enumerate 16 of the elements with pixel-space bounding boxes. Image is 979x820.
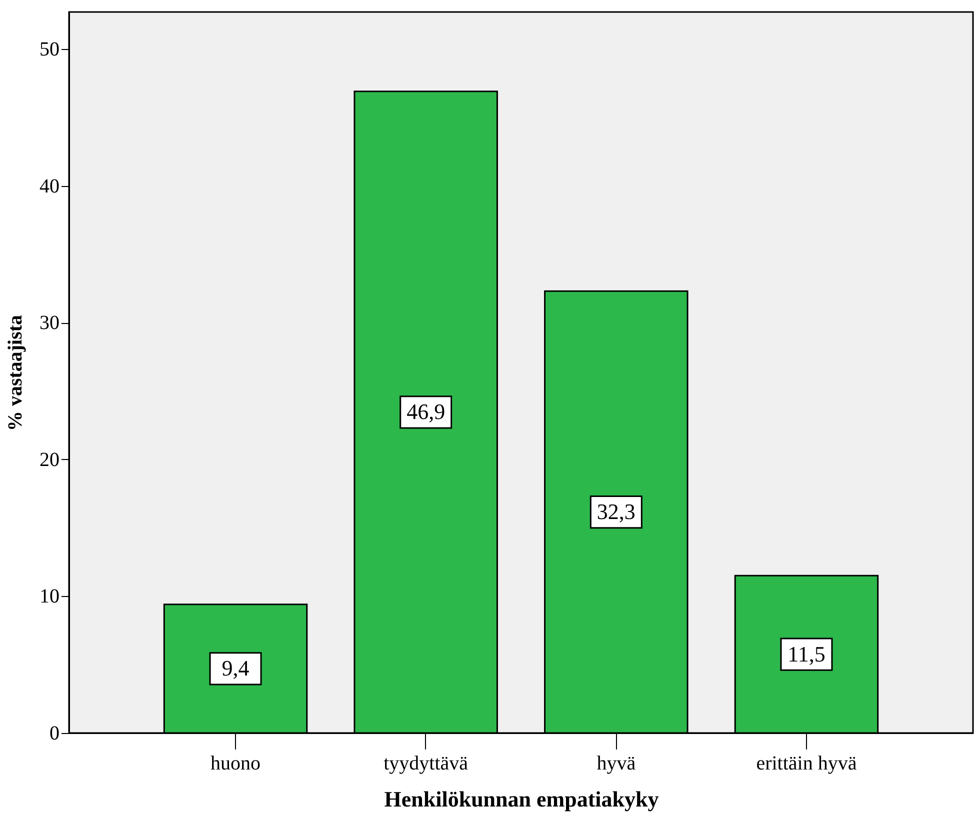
y-tick-label: 50: [40, 38, 60, 60]
data-label: 9,4: [222, 656, 250, 681]
data-label: 11,5: [788, 641, 826, 666]
y-tick-label: 20: [40, 448, 60, 471]
y-axis-title: % vastaajista: [4, 314, 26, 432]
y-tick-label: 0: [50, 722, 60, 744]
y-tick-label: 30: [40, 312, 60, 334]
y-tick-label: 40: [40, 175, 60, 198]
y-tick-label: 10: [40, 586, 60, 608]
x-tick-label: tyydyttävä: [384, 752, 468, 774]
x-tick-label: hyvä: [596, 752, 636, 774]
x-axis-title: Henkilökunnan empatiakyky: [384, 786, 659, 812]
data-label: 32,3: [596, 499, 636, 524]
x-tick-label: erittäin hyvä: [756, 752, 857, 774]
data-label: 46,9: [406, 399, 446, 424]
x-tick-label: huono: [210, 752, 261, 774]
